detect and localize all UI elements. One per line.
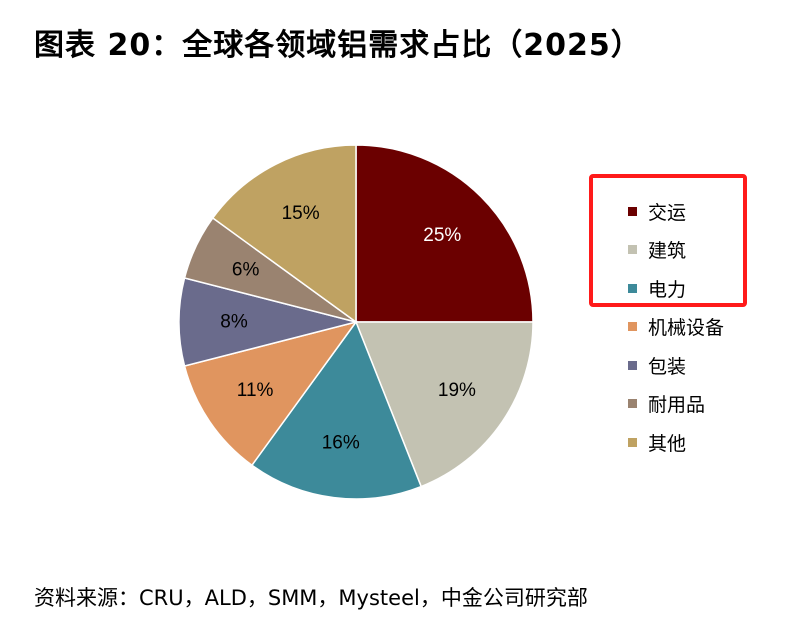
legend-swatch-6 (628, 437, 637, 447)
pie-slice-4 (178, 277, 357, 367)
legend-item-4: 包装 (628, 346, 724, 385)
pie-value-label-6: 15% (282, 203, 320, 224)
chart-legend: 交运建筑电力机械设备包装耐用品其他 (628, 192, 724, 462)
legend-swatch-1 (628, 245, 637, 255)
pie-value-label-1: 19% (438, 380, 476, 401)
legend-label-4: 包装 (648, 355, 687, 378)
pie-value-label-4: 8% (220, 312, 248, 333)
legend-swatch-3 (628, 322, 637, 332)
pie-slice-3 (183, 320, 358, 467)
pie-slice-1 (354, 321, 534, 488)
legend-item-5: 耐用品 (628, 385, 724, 424)
legend-item-0: 交运 (628, 192, 724, 231)
pie-value-label-0: 25% (423, 225, 461, 246)
pie-slices (178, 144, 534, 500)
legend-label-0: 交运 (648, 201, 687, 224)
pie-value-label-3: 11% (237, 380, 274, 401)
legend-label-2: 电力 (648, 278, 687, 301)
pie-value-label-5: 6% (232, 260, 260, 281)
legend-swatch-4 (628, 360, 637, 370)
legend-item-2: 电力 (628, 269, 724, 308)
source-note: 资料来源：CRU，ALD，SMM，Mysteel，中金公司研究部 (34, 586, 588, 610)
legend-item-1: 建筑 (628, 231, 724, 270)
legend-item-3: 机械设备 (628, 308, 724, 347)
pie-value-label-2: 16% (322, 433, 360, 454)
chart-title: 图表 20：全球各领域铝需求占比（2025） (34, 28, 642, 63)
legend-label-6: 其他 (648, 432, 687, 455)
pie-value-labels: 25% 19% 16% 11% 8% 6% 15% (220, 203, 476, 454)
legend-item-6: 其他 (628, 423, 724, 462)
pie-slice-0 (355, 144, 534, 323)
legend-label-5: 耐用品 (648, 394, 706, 417)
legend-swatch-5 (628, 399, 637, 409)
pie-slice-2 (250, 320, 423, 500)
legend-swatch-2 (628, 283, 637, 293)
legend-label-1: 建筑 (648, 240, 687, 263)
legend-label-3: 机械设备 (648, 317, 725, 340)
legend-highlight-box (589, 174, 747, 307)
legend-swatch-0 (628, 206, 637, 216)
pie-slice-6 (211, 144, 357, 324)
